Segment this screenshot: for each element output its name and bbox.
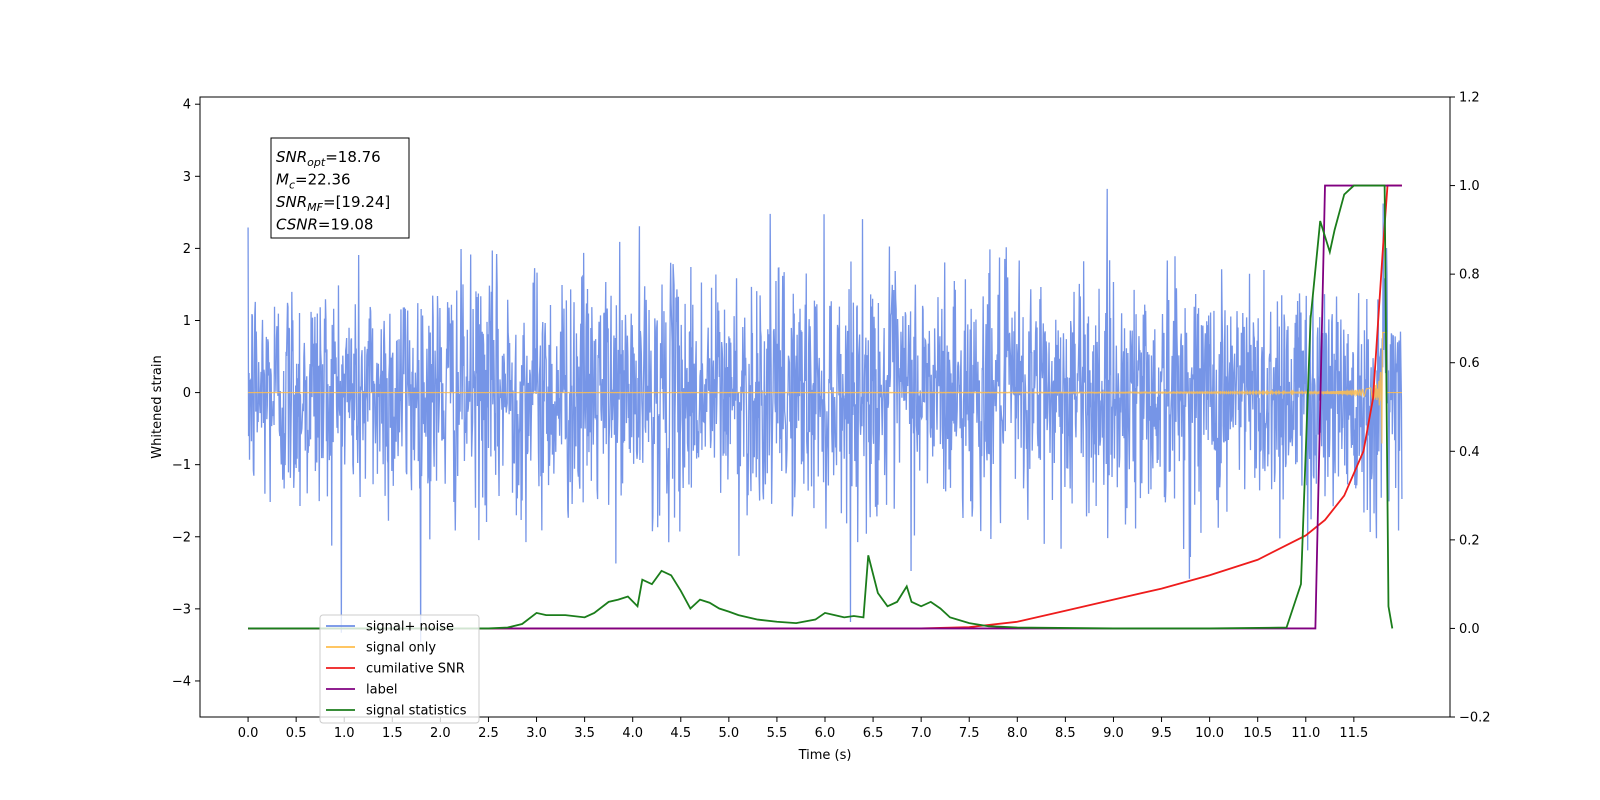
y-tick-label: −2 — [172, 530, 191, 545]
y-tick-label: 1 — [183, 314, 191, 329]
legend-label: signal statistics — [366, 704, 467, 719]
x-tick-label: 8.0 — [1007, 726, 1028, 741]
y-tick-label: 3 — [183, 170, 191, 185]
y-tick-label: 2 — [183, 242, 191, 257]
y2-tick-label: 0.6 — [1459, 356, 1480, 371]
plot-area — [247, 184, 1403, 643]
y-tick-label: −4 — [172, 674, 191, 689]
x-tick-label: 2.5 — [478, 726, 499, 741]
y-tick-label: 4 — [183, 98, 191, 113]
y2-tick-label: 0.8 — [1459, 268, 1480, 283]
axes: 0.0 0.5 1.0 1.5 2.0 2.5 3.0 3.5 4.0 4.5 5.0 5.5 6.0 6… — [150, 91, 1491, 764]
series-signal-only-line — [247, 331, 1402, 444]
x-axis-title: Time (s) — [798, 748, 852, 763]
annotation-frame — [270, 137, 410, 239]
legend-label: cumilative SNR — [366, 662, 465, 677]
series-signal-noise-line — [247, 188, 1403, 643]
series-signal-statistics-line — [248, 184, 1394, 630]
x-tick-label: 5.5 — [767, 726, 788, 741]
legend-frame — [319, 614, 480, 724]
x-tick-label: 9.5 — [1151, 726, 1172, 741]
x-tick-label: 7.5 — [959, 726, 980, 741]
annotation-line: SNRMF=[19.24] — [276, 193, 390, 214]
x-tick-label: 4.5 — [670, 726, 691, 741]
x-tick-label: 0.0 — [238, 726, 259, 741]
y-tick-label: −3 — [172, 602, 191, 617]
x-tick-label: 10.0 — [1195, 726, 1224, 741]
x-tick-label: 3.5 — [574, 726, 595, 741]
y2-tick-label: −0.2 — [1459, 711, 1491, 726]
legend: signal+ noise signal only cumilative SNR la… — [319, 614, 480, 724]
y-tick-label: −1 — [172, 458, 191, 473]
x-tick-label: 2.0 — [430, 726, 451, 741]
annotation-line: SNRopt=18.76 — [276, 148, 381, 169]
series-cumulative-snr-line — [248, 184, 1402, 630]
x-tick-label: 3.0 — [526, 726, 547, 741]
x-tick-label: 10.5 — [1243, 726, 1272, 741]
x-tick-label: 11.0 — [1291, 726, 1320, 741]
annotation-line: CSNR=19.08 — [276, 216, 373, 234]
legend-label: signal only — [366, 641, 436, 656]
annotation-line: Mc=22.36 — [276, 171, 351, 192]
x-tick-label: 7.0 — [911, 726, 932, 741]
y2-tick-label: 1.0 — [1459, 179, 1480, 194]
x-tick-label: 6.5 — [863, 726, 884, 741]
y2-tick-label: 0.0 — [1459, 622, 1480, 637]
x-tick-label: 4.0 — [622, 726, 643, 741]
x-tick-label: 8.5 — [1055, 726, 1076, 741]
x-tick-label: 0.5 — [286, 726, 307, 741]
x-tick-label: 11.5 — [1339, 726, 1368, 741]
x-tick-label: 1.0 — [334, 726, 355, 741]
x-tick-label: 6.0 — [815, 726, 836, 741]
legend-label: label — [366, 683, 397, 698]
x-tick-label: 5.0 — [719, 726, 740, 741]
y-axis-title: Whitened strain — [150, 355, 165, 458]
x-tick-label: 1.5 — [382, 726, 403, 741]
y2-tick-label: 0.2 — [1459, 533, 1480, 548]
y2-tick-label: 0.4 — [1459, 445, 1480, 460]
y2-tick-label: 1.2 — [1459, 91, 1480, 106]
x-tick-label: 9.0 — [1103, 726, 1124, 741]
y-tick-label: 0 — [183, 386, 191, 401]
legend-label: signal+ noise — [366, 620, 454, 635]
